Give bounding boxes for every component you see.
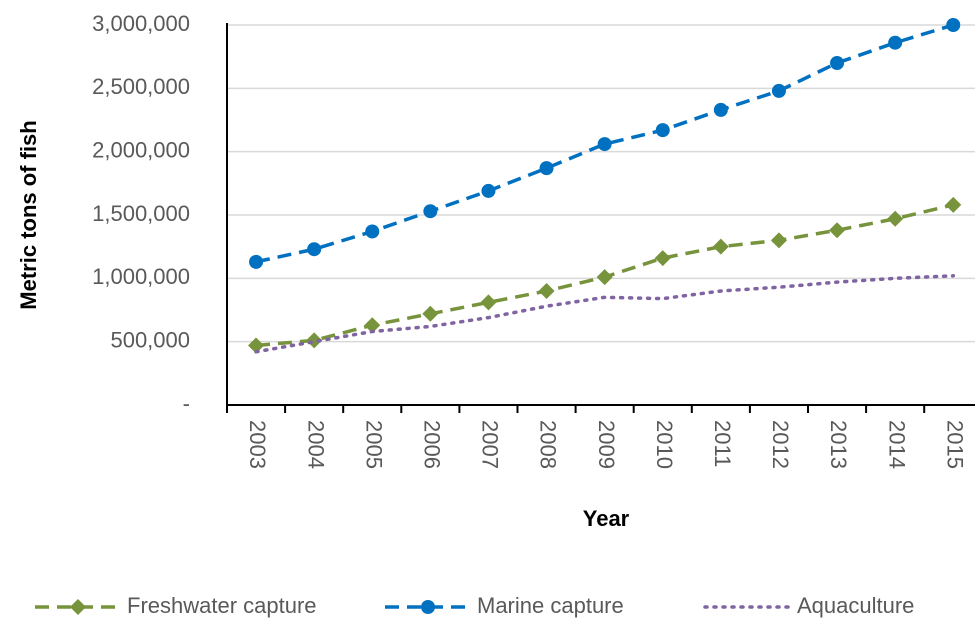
data-point <box>538 283 555 299</box>
data-point <box>713 102 728 117</box>
legend-marker <box>70 599 86 615</box>
x-tick-label: 2007 <box>478 420 503 469</box>
legend-label: Marine capture <box>477 593 624 618</box>
data-point <box>597 137 612 152</box>
data-point <box>946 18 961 32</box>
data-point <box>423 204 438 219</box>
data-point <box>307 242 322 257</box>
x-tick-label: 2005 <box>361 420 386 469</box>
data-point <box>365 224 380 239</box>
x-tick-label: 2010 <box>652 420 677 469</box>
data-point <box>596 269 613 286</box>
data-point <box>480 294 497 311</box>
data-point <box>654 250 671 267</box>
x-tick-label: 2004 <box>303 420 328 469</box>
x-tick-label: 2011 <box>710 420 735 467</box>
x-tick-label: 2012 <box>768 420 793 469</box>
y-tick-label: 3,000,000 <box>92 11 190 36</box>
x-tick-label: 2003 <box>245 420 270 469</box>
series-line <box>254 274 955 354</box>
y-tick-label: 2,000,000 <box>92 137 190 162</box>
data-point <box>539 161 554 176</box>
data-point <box>771 83 786 98</box>
data-point <box>888 35 903 50</box>
y-tick-label: - <box>183 391 190 416</box>
data-point <box>829 222 846 239</box>
x-tick-label: 2009 <box>594 420 619 469</box>
x-tick-label: 2014 <box>884 420 909 469</box>
x-axis-title: Year <box>583 506 630 531</box>
x-tick-label: 2006 <box>420 420 445 469</box>
data-point <box>945 196 962 213</box>
y-tick-label: 1,000,000 <box>92 264 190 289</box>
x-tick-label: 2015 <box>942 420 967 469</box>
y-tick-label: 2,500,000 <box>92 74 190 99</box>
data-point <box>422 305 439 322</box>
y-tick-label: 1,500,000 <box>92 201 190 226</box>
y-tick-label: 500,000 <box>110 327 190 352</box>
x-tick-label: 2008 <box>536 420 561 469</box>
legend-label: Freshwater capture <box>127 593 317 618</box>
data-point <box>248 337 265 354</box>
data-point <box>770 232 787 249</box>
data-point <box>712 238 729 255</box>
data-point <box>481 183 496 198</box>
legend-label: Aquaculture <box>797 593 914 618</box>
data-point <box>364 317 381 334</box>
data-point <box>306 332 323 349</box>
data-point <box>887 210 904 227</box>
legend-marker <box>421 600 435 614</box>
data-point <box>655 123 670 138</box>
data-point <box>830 56 845 70</box>
data-point <box>249 254 264 269</box>
y-axis-title: Metric tons of fish <box>16 120 41 309</box>
x-tick-label: 2013 <box>826 420 851 469</box>
